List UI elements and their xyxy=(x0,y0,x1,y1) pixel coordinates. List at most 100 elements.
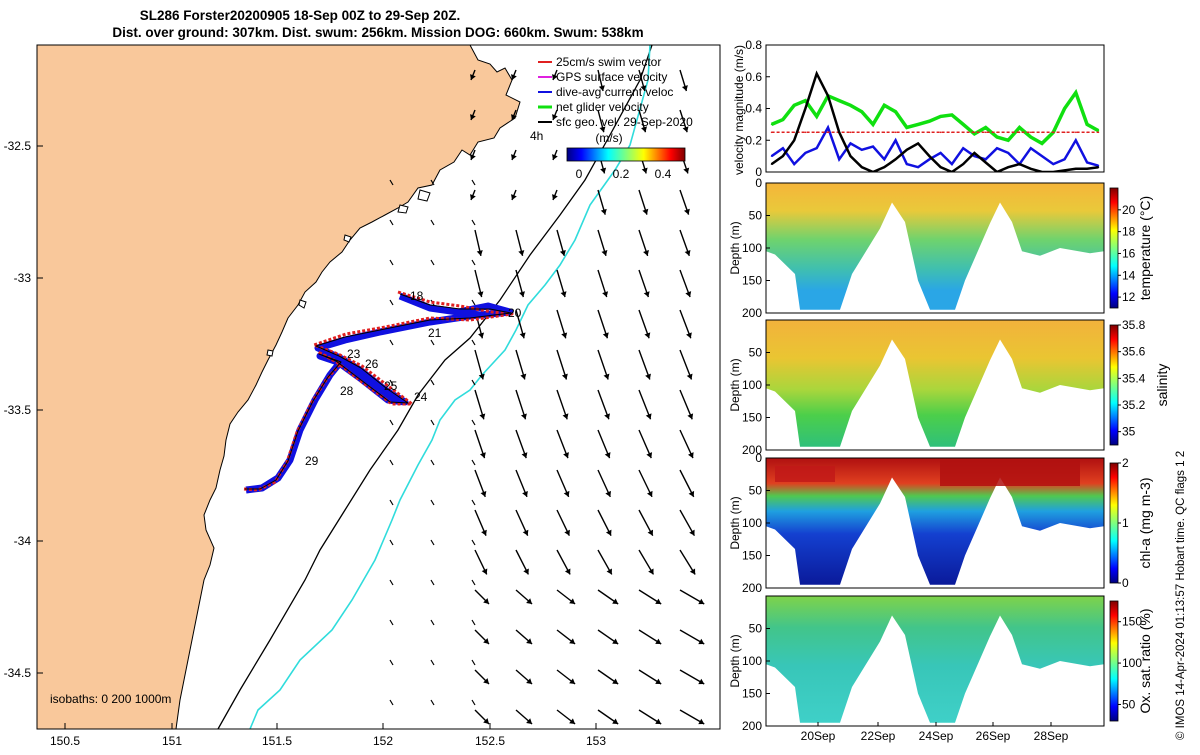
velocity-arrow xyxy=(471,579,476,586)
velocity-arrow xyxy=(430,699,435,706)
velocity-arrowhead xyxy=(698,598,705,605)
legend-entry: GPS surface velocity xyxy=(556,70,667,84)
velocity-arrow xyxy=(638,349,651,380)
section-colorbar-tick-label: 18 xyxy=(1122,225,1136,239)
velocity-data-point xyxy=(815,72,818,75)
map-x-tick-label: 151.5 xyxy=(262,734,292,748)
section-y-tick-label: 150 xyxy=(742,274,762,288)
velocity-panel: 0 0.2 0.4 0.6 0.8 velocity magnitude (m/s) xyxy=(732,38,1105,179)
velocity-data-point xyxy=(973,131,976,134)
velocity-arrowhead xyxy=(688,490,695,497)
velocity-data-point xyxy=(1086,131,1088,134)
section-field xyxy=(766,596,1104,723)
velocity-arrow xyxy=(597,349,609,380)
velocity-data-point xyxy=(1063,169,1066,172)
velocity-arrowhead xyxy=(552,154,558,160)
velocity-data-point xyxy=(951,114,953,116)
velocity-data-point xyxy=(984,158,987,161)
velocity-data-point xyxy=(815,115,818,118)
velocity-arrowhead xyxy=(478,373,485,380)
velocity-data-point xyxy=(928,158,931,161)
map-y-tick-label: -33 xyxy=(14,271,32,285)
section-field xyxy=(766,458,1104,585)
map-frame xyxy=(36,44,721,730)
velocity-data-point xyxy=(838,158,840,161)
velocity-arrow xyxy=(471,699,476,706)
map-axis-ticks: 150.5 151 151.5 152 152.5 153 -32.5 -33 -33.5 -34… xyxy=(4,139,607,748)
velocity-arrow xyxy=(679,389,693,420)
section-colorbar-tick-label: 35.4 xyxy=(1122,371,1146,385)
velocity-data-point xyxy=(1030,147,1032,149)
section-y-tick-label: 200 xyxy=(742,581,762,595)
velocity-ylabel: velocity magnitude (m/s) xyxy=(732,45,746,175)
velocity-data-point xyxy=(804,107,807,110)
velocity-arrowhead xyxy=(642,208,649,215)
velocity-arrowhead xyxy=(511,154,517,160)
velocity-data-point xyxy=(1052,131,1055,134)
track-day-labels: 18 20 21 23 26 25 24 28 29 xyxy=(305,289,522,468)
velocity-arrowhead xyxy=(523,568,529,575)
velocity-arrowhead xyxy=(569,678,576,684)
velocity-arrowhead xyxy=(655,638,662,644)
velocity-data-point xyxy=(770,163,773,165)
velocity-arrowhead xyxy=(603,373,610,380)
section-panel: 0 50 100 150 200 Depth (m) 0 1 2 chl-a (mg m-3) xyxy=(728,451,1153,595)
legend-entry: dive-avg current veloc xyxy=(556,85,673,99)
velocity-data-point xyxy=(872,145,874,148)
velocity-data-point xyxy=(973,155,976,157)
velocity-arrowhead xyxy=(519,332,526,339)
velocity-arrowhead xyxy=(560,291,567,298)
section-x-tick-label: 24Sep xyxy=(919,729,954,743)
velocity-arrowhead xyxy=(562,413,569,420)
velocity-data-point xyxy=(827,131,829,134)
surface-velocity-vectors xyxy=(389,69,705,725)
velocity-arrowhead xyxy=(480,490,487,497)
section-colorbar-tick-label: 35 xyxy=(1122,425,1136,439)
velocity-arrowhead xyxy=(511,194,517,200)
velocity-data-point xyxy=(996,131,998,134)
velocity-arrow xyxy=(471,499,476,506)
velocity-arrowhead xyxy=(689,529,695,536)
velocity-arrowhead xyxy=(648,568,654,575)
section-ylabel: Depth (m) xyxy=(728,221,742,274)
velocity-data-point xyxy=(996,136,998,138)
section-colorbar-label: chl-a (mg m-3) xyxy=(1137,477,1153,568)
velocity-data-point xyxy=(770,123,773,126)
velocity-data-point xyxy=(1007,152,1009,154)
velocity-data-point xyxy=(782,118,784,121)
section-colorbar-label: salinity xyxy=(1154,364,1170,407)
velocity-data-point xyxy=(1018,126,1021,129)
section-ylabel: Depth (m) xyxy=(728,496,742,549)
velocity-arrowhead xyxy=(602,332,609,339)
velocity-data-point xyxy=(815,131,818,134)
velocity-arrowhead xyxy=(698,718,705,725)
time-marker: 4h xyxy=(530,129,543,143)
velocity-data-point xyxy=(883,166,886,168)
velocity-arrow xyxy=(389,619,394,626)
velocity-data-point xyxy=(804,99,807,102)
velocity-data-point xyxy=(894,158,897,161)
section-y-tick-label: 100 xyxy=(742,654,762,668)
section-y-tick-label: 50 xyxy=(749,484,763,498)
velocity-arrowhead xyxy=(681,85,688,91)
velocity-data-point xyxy=(996,147,998,149)
velocity-data-point xyxy=(782,147,784,149)
velocity-y-tick-label: 0.8 xyxy=(745,38,762,52)
velocity-data-point xyxy=(1086,168,1088,170)
velocity-data-point xyxy=(804,152,807,154)
velocity-arrowhead xyxy=(526,638,533,644)
velocity-arrowhead xyxy=(569,718,576,724)
velocity-y-tick-label: 0 xyxy=(755,165,762,179)
day-label: 21 xyxy=(428,326,442,340)
velocity-arrowhead xyxy=(698,638,705,645)
section-colorbar-tick-label: 150 xyxy=(1122,615,1142,629)
velocity-data-point xyxy=(827,95,829,97)
velocity-data-point xyxy=(894,131,897,134)
section-y-tick-label: 50 xyxy=(749,622,763,636)
section-colorbar xyxy=(1109,324,1119,446)
chl-max-band xyxy=(940,460,1080,486)
section-x-tick-label: 28Sep xyxy=(1034,729,1069,743)
section-y-tick-label: 100 xyxy=(742,378,762,392)
